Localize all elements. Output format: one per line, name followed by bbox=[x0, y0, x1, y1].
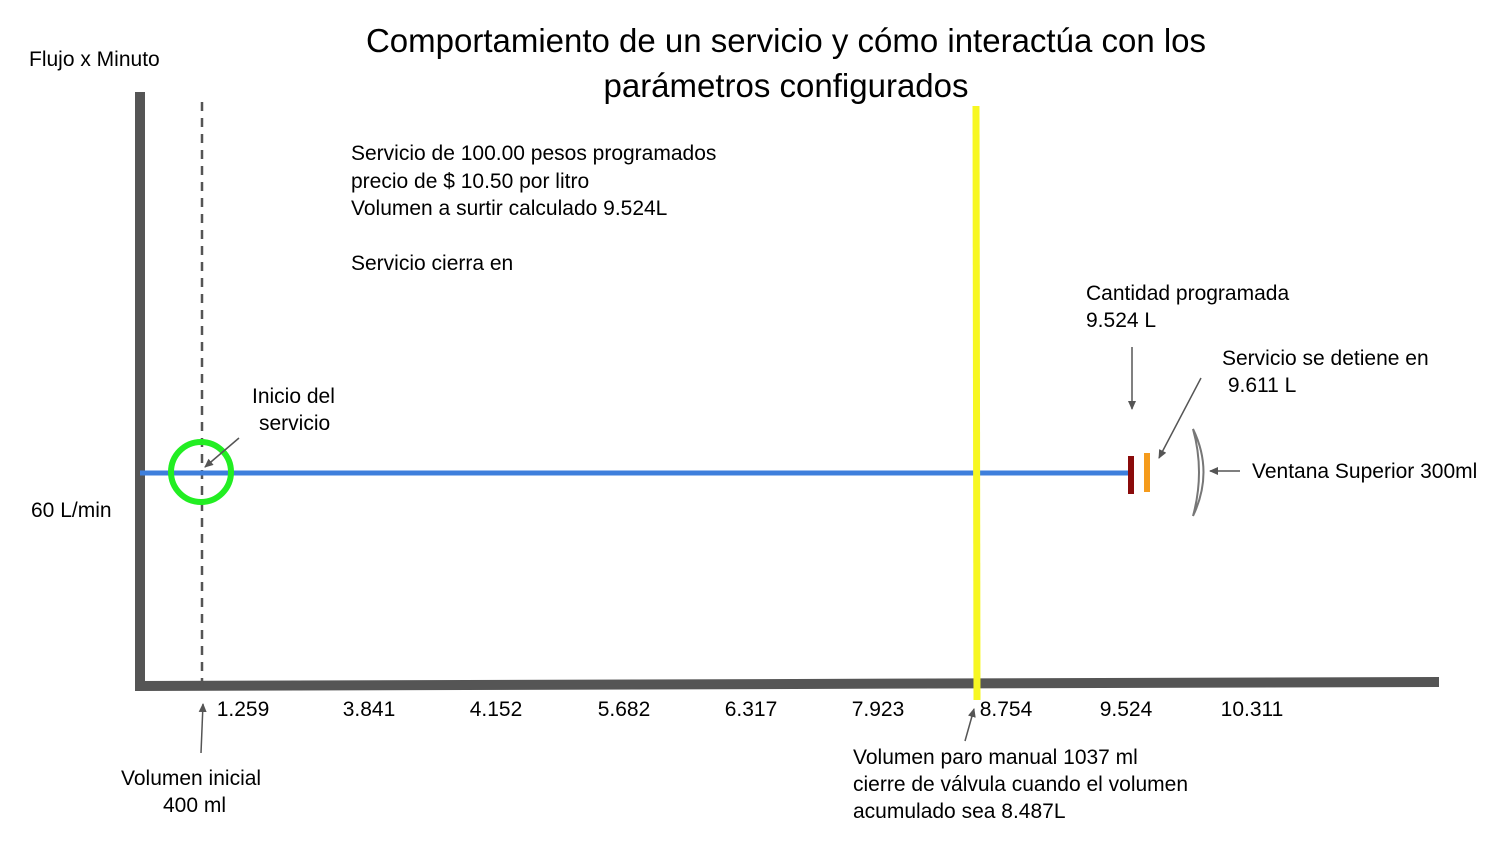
start-label-line-1: Inicio del bbox=[252, 385, 335, 408]
stop-label-line-2: 9.611 L bbox=[1222, 374, 1297, 397]
y-axis-label: Flujo x Minuto bbox=[29, 48, 160, 71]
x-tick-label: 9.524 bbox=[1099, 698, 1153, 721]
manual-stop-label-line-2: cierre de válvula cuando el volumen bbox=[853, 773, 1189, 796]
x-tick-label: 10.311 bbox=[1220, 698, 1284, 721]
x-axis bbox=[134, 677, 1440, 691]
upper-window-label: Ventana Superior 300ml bbox=[1252, 460, 1478, 483]
info-line-1: Servicio de 100.00 pesos programados bbox=[351, 142, 717, 165]
x-tick-label: 4.152 bbox=[469, 698, 523, 721]
manual-stop-arrow bbox=[964, 708, 976, 742]
x-tick-label: 6.317 bbox=[724, 698, 778, 721]
initial-volume-arrow bbox=[198, 703, 207, 754]
title-line-1: Comportamiento de un servicio y cómo int… bbox=[365, 22, 1207, 59]
initial-volume-label-line-1: Volumen inicial bbox=[121, 767, 262, 790]
upper-window-bracket bbox=[1192, 428, 1205, 517]
info-line-2: precio de $ 10.50 por litro bbox=[351, 170, 590, 193]
info-line-3: Volumen a surtir calculado 9.524L bbox=[351, 197, 668, 220]
flow-rate-label: 60 L/min bbox=[31, 499, 112, 522]
x-tick-label: 8.754 bbox=[979, 698, 1033, 721]
programmed-label-line-2: 9.524 L bbox=[1086, 309, 1157, 332]
manual-stop-label-line-1: Volumen paro manual 1037 ml bbox=[853, 746, 1138, 769]
title-line-2: parámetros configurados bbox=[603, 67, 969, 104]
stop-label-line-1: Servicio se detiene en bbox=[1222, 347, 1429, 370]
programmed-label-line-1: Cantidad programada bbox=[1086, 282, 1290, 305]
info-line-4: Servicio cierra en bbox=[351, 252, 514, 275]
manual-stop-label-line-3: acumulado sea 8.487L bbox=[853, 800, 1066, 823]
manual-stop-line bbox=[972, 105, 981, 701]
stop-arrow bbox=[1158, 377, 1202, 459]
x-tick-label: 3.841 bbox=[342, 698, 396, 721]
start-label-line-2: servicio bbox=[259, 412, 331, 435]
x-tick-label: 5.682 bbox=[597, 698, 651, 721]
start-circle bbox=[168, 439, 234, 505]
initial-volume-label-line-2: 400 ml bbox=[163, 794, 227, 817]
x-tick-label: 7.923 bbox=[851, 698, 905, 721]
x-tick-label: 1.259 bbox=[216, 698, 270, 721]
start-arrow bbox=[204, 437, 240, 468]
